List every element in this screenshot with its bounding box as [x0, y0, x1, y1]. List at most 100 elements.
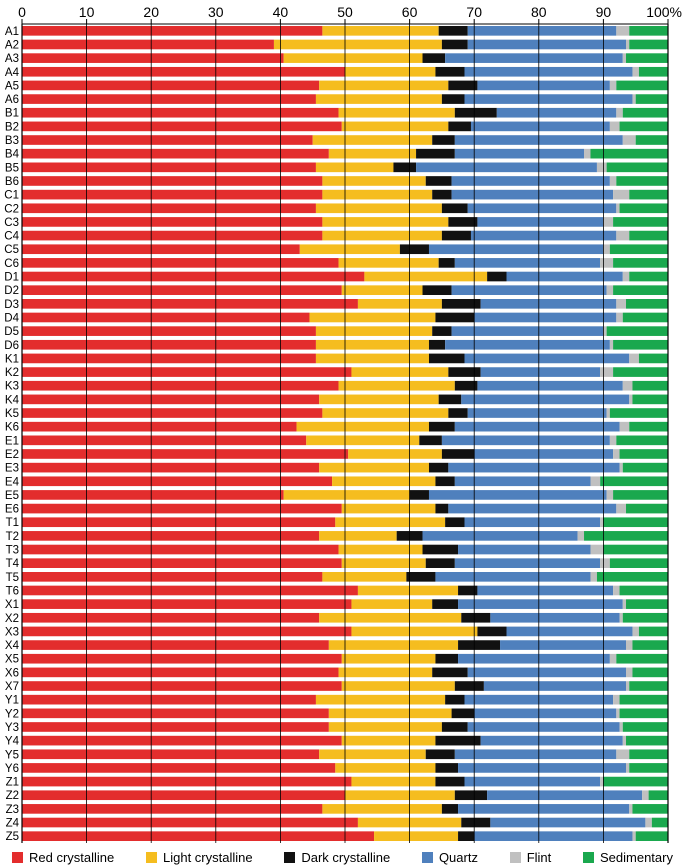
category-label-y1: Y1 [5, 695, 19, 707]
legend-swatch-red-crystalline [12, 851, 23, 863]
bar-b3-dark-crystalline [432, 135, 455, 145]
bar-a2-dark-crystalline [441, 39, 468, 50]
bar-y6-red-crystalline [22, 763, 336, 773]
bar-k1-light-crystalline [315, 353, 429, 364]
bar-b6-quartz [451, 176, 610, 186]
bar-x7-dark-crystalline [454, 681, 484, 691]
bar-k2-dark-crystalline [448, 367, 481, 377]
bar-c5-sedimentary [609, 244, 668, 255]
bar-k2-sedimentary [613, 367, 668, 377]
bar-c5-quartz [428, 244, 604, 255]
bar-x6-sedimentary [632, 667, 668, 678]
bar-x1-dark-crystalline [432, 599, 459, 609]
category-label-e3: E3 [5, 463, 19, 475]
bar-a1-red-crystalline [22, 26, 323, 36]
bar-z2-red-crystalline [22, 790, 345, 801]
category-label-t4: T4 [6, 558, 20, 570]
bar-e5-flint [606, 490, 614, 500]
legend-label-light-crystalline: Light crystalline [163, 849, 253, 865]
bar-a4-red-crystalline [22, 66, 345, 77]
bar-z1-sedimentary [603, 776, 668, 787]
bar-d4-flint [616, 312, 623, 323]
category-label-d3: D3 [4, 299, 19, 311]
bar-x6-flint [626, 667, 633, 678]
bar-z5-light-crystalline [374, 831, 459, 841]
bar-y3-quartz [467, 722, 620, 732]
bar-a2-light-crystalline [273, 39, 442, 50]
category-label-t6: T6 [6, 585, 19, 597]
bar-b1-sedimentary [622, 107, 668, 118]
bar-y5-red-crystalline [22, 749, 320, 760]
bar-y4-light-crystalline [341, 735, 436, 746]
bar-d6-sedimentary [613, 339, 668, 350]
bar-z3-quartz [458, 804, 630, 814]
category-label-b2: B2 [5, 121, 19, 133]
bar-k3-light-crystalline [338, 380, 455, 391]
bar-x4-red-crystalline [22, 640, 329, 650]
bar-x5-flint [609, 653, 617, 664]
bar-t6-dark-crystalline [458, 585, 478, 596]
bar-d5-flint [603, 326, 607, 336]
bar-b4-red-crystalline [22, 148, 329, 159]
category-label-c6: C6 [4, 258, 19, 270]
category-label-d5: D5 [4, 326, 19, 338]
category-label-b5: B5 [5, 162, 19, 174]
bar-y3-sedimentary [622, 722, 668, 732]
bar-c1-light-crystalline [322, 189, 433, 200]
bar-b1-quartz [496, 107, 617, 118]
bar-t4-flint [600, 558, 610, 568]
bar-y3-light-crystalline [328, 722, 442, 732]
bar-t1-quartz [464, 517, 601, 528]
bar-x5-red-crystalline [22, 653, 342, 664]
category-label-a5: A5 [5, 80, 19, 92]
bar-y5-dark-crystalline [425, 749, 455, 760]
bar-e2-quartz [474, 449, 614, 459]
bar-d6-dark-crystalline [428, 339, 446, 350]
bar-d2-quartz [451, 285, 607, 295]
bar-e2-red-crystalline [22, 449, 349, 459]
bar-t5-sedimentary [596, 572, 668, 582]
bar-e3-flint [619, 462, 623, 473]
bar-z4-quartz [490, 817, 646, 828]
bar-x1-flint [622, 599, 627, 609]
bar-d4-light-crystalline [309, 312, 436, 323]
category-label-k3: K3 [5, 381, 19, 393]
x-tick-label-8: 80 [531, 4, 547, 20]
bar-a5-quartz [477, 80, 610, 91]
bar-c1-quartz [451, 189, 614, 200]
category-label-x5: X5 [5, 654, 19, 666]
bar-e5-quartz [428, 490, 607, 500]
bar-t3-light-crystalline [338, 544, 423, 555]
category-label-e1: E1 [5, 435, 19, 447]
x-tick-label-6: 60 [402, 4, 418, 20]
x-tick-label-0: 0 [18, 4, 26, 20]
bar-z1-light-crystalline [351, 776, 436, 787]
bar-a6-light-crystalline [315, 94, 442, 104]
bar-y6-quartz [458, 763, 627, 773]
bar-b3-flint [622, 135, 636, 145]
bar-d3-flint [616, 299, 627, 309]
bar-c6-quartz [454, 258, 601, 268]
bar-c2-sedimentary [619, 203, 668, 214]
legend-label-flint: Flint [526, 849, 552, 865]
bar-t2-sedimentary [584, 531, 668, 541]
bar-d1-flint [622, 271, 630, 282]
category-label-a3: A3 [5, 53, 19, 65]
bar-b5-light-crystalline [315, 162, 394, 173]
legend-item-flint: Flint [509, 849, 552, 865]
bar-t1-sedimentary [603, 517, 668, 528]
category-label-z2: Z2 [6, 790, 19, 802]
legend-swatch-quartz [421, 851, 433, 863]
x-tick-label-10: 100% [646, 4, 682, 20]
bar-a4-flint [632, 66, 639, 77]
bar-e1-red-crystalline [22, 435, 307, 446]
bar-x1-light-crystalline [351, 599, 433, 609]
bar-e6-flint [616, 503, 627, 514]
bar-c6-light-crystalline [338, 258, 439, 268]
bar-x5-quartz [458, 653, 610, 664]
bar-c6-sedimentary [613, 258, 668, 268]
x-tick-label-1: 10 [79, 4, 95, 20]
category-label-a2: A2 [5, 39, 19, 51]
bar-d3-quartz [480, 299, 617, 309]
bar-x2-flint [619, 612, 623, 623]
